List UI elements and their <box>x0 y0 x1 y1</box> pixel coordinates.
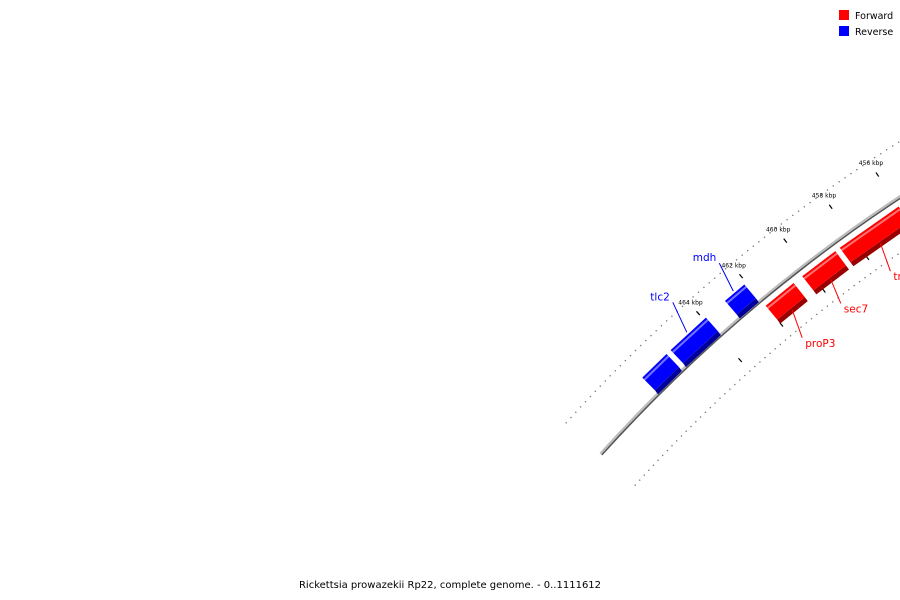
kbp-ticks: 438 kbp440 kbp442 kbp444 kbp446 kbp448 k… <box>678 160 884 363</box>
label-leader <box>830 279 842 304</box>
legend-forward-swatch <box>839 10 849 20</box>
feature-tlc2[interactable] <box>670 317 721 368</box>
gene-label: mdh <box>693 252 717 264</box>
genome-caption: Rickettsia prowazekii Rp22, complete gen… <box>299 580 601 591</box>
tick-label: 458 kbp <box>812 192 837 199</box>
gene-label: proP3 <box>805 338 835 350</box>
feature-sec7[interactable] <box>802 251 850 295</box>
inner-tick-dots <box>634 253 899 486</box>
tick-label: 456 kbp <box>859 160 884 167</box>
legend-reverse-swatch <box>839 26 849 36</box>
label-leader <box>672 302 688 333</box>
gene-features <box>642 206 900 395</box>
gene-label: tme <box>893 271 900 283</box>
legend-forward-label: Forward <box>855 11 893 22</box>
inner-tick-mark <box>738 357 743 363</box>
feature-tme[interactable] <box>839 206 900 267</box>
feature-unnamed[interactable] <box>642 353 682 395</box>
label-leader <box>879 243 891 272</box>
gene-label: tlc2 <box>650 291 670 303</box>
feature-mdh[interactable] <box>724 284 759 319</box>
tick-mark <box>696 310 701 316</box>
gene-labels: nuoDnuoCnuoBnuoArfaLrpr22_CDS352xerDrpr2… <box>650 243 900 350</box>
label-leader <box>791 309 803 338</box>
outer-tick-dots <box>565 141 900 424</box>
tick-mark <box>783 238 788 244</box>
legend: Forward Reverse <box>839 10 893 38</box>
tick-mark <box>828 204 833 210</box>
tick-mark <box>875 172 880 177</box>
gene-label: sec7 <box>844 303 868 315</box>
legend-reverse-label: Reverse <box>855 27 893 38</box>
tick-label: 460 kbp <box>766 227 791 234</box>
genome-backbone <box>599 194 900 456</box>
tick-mark <box>738 273 744 279</box>
label-leader <box>718 262 734 292</box>
tick-label: 462 kbp <box>721 262 746 269</box>
tick-label: 464 kbp <box>678 300 703 307</box>
